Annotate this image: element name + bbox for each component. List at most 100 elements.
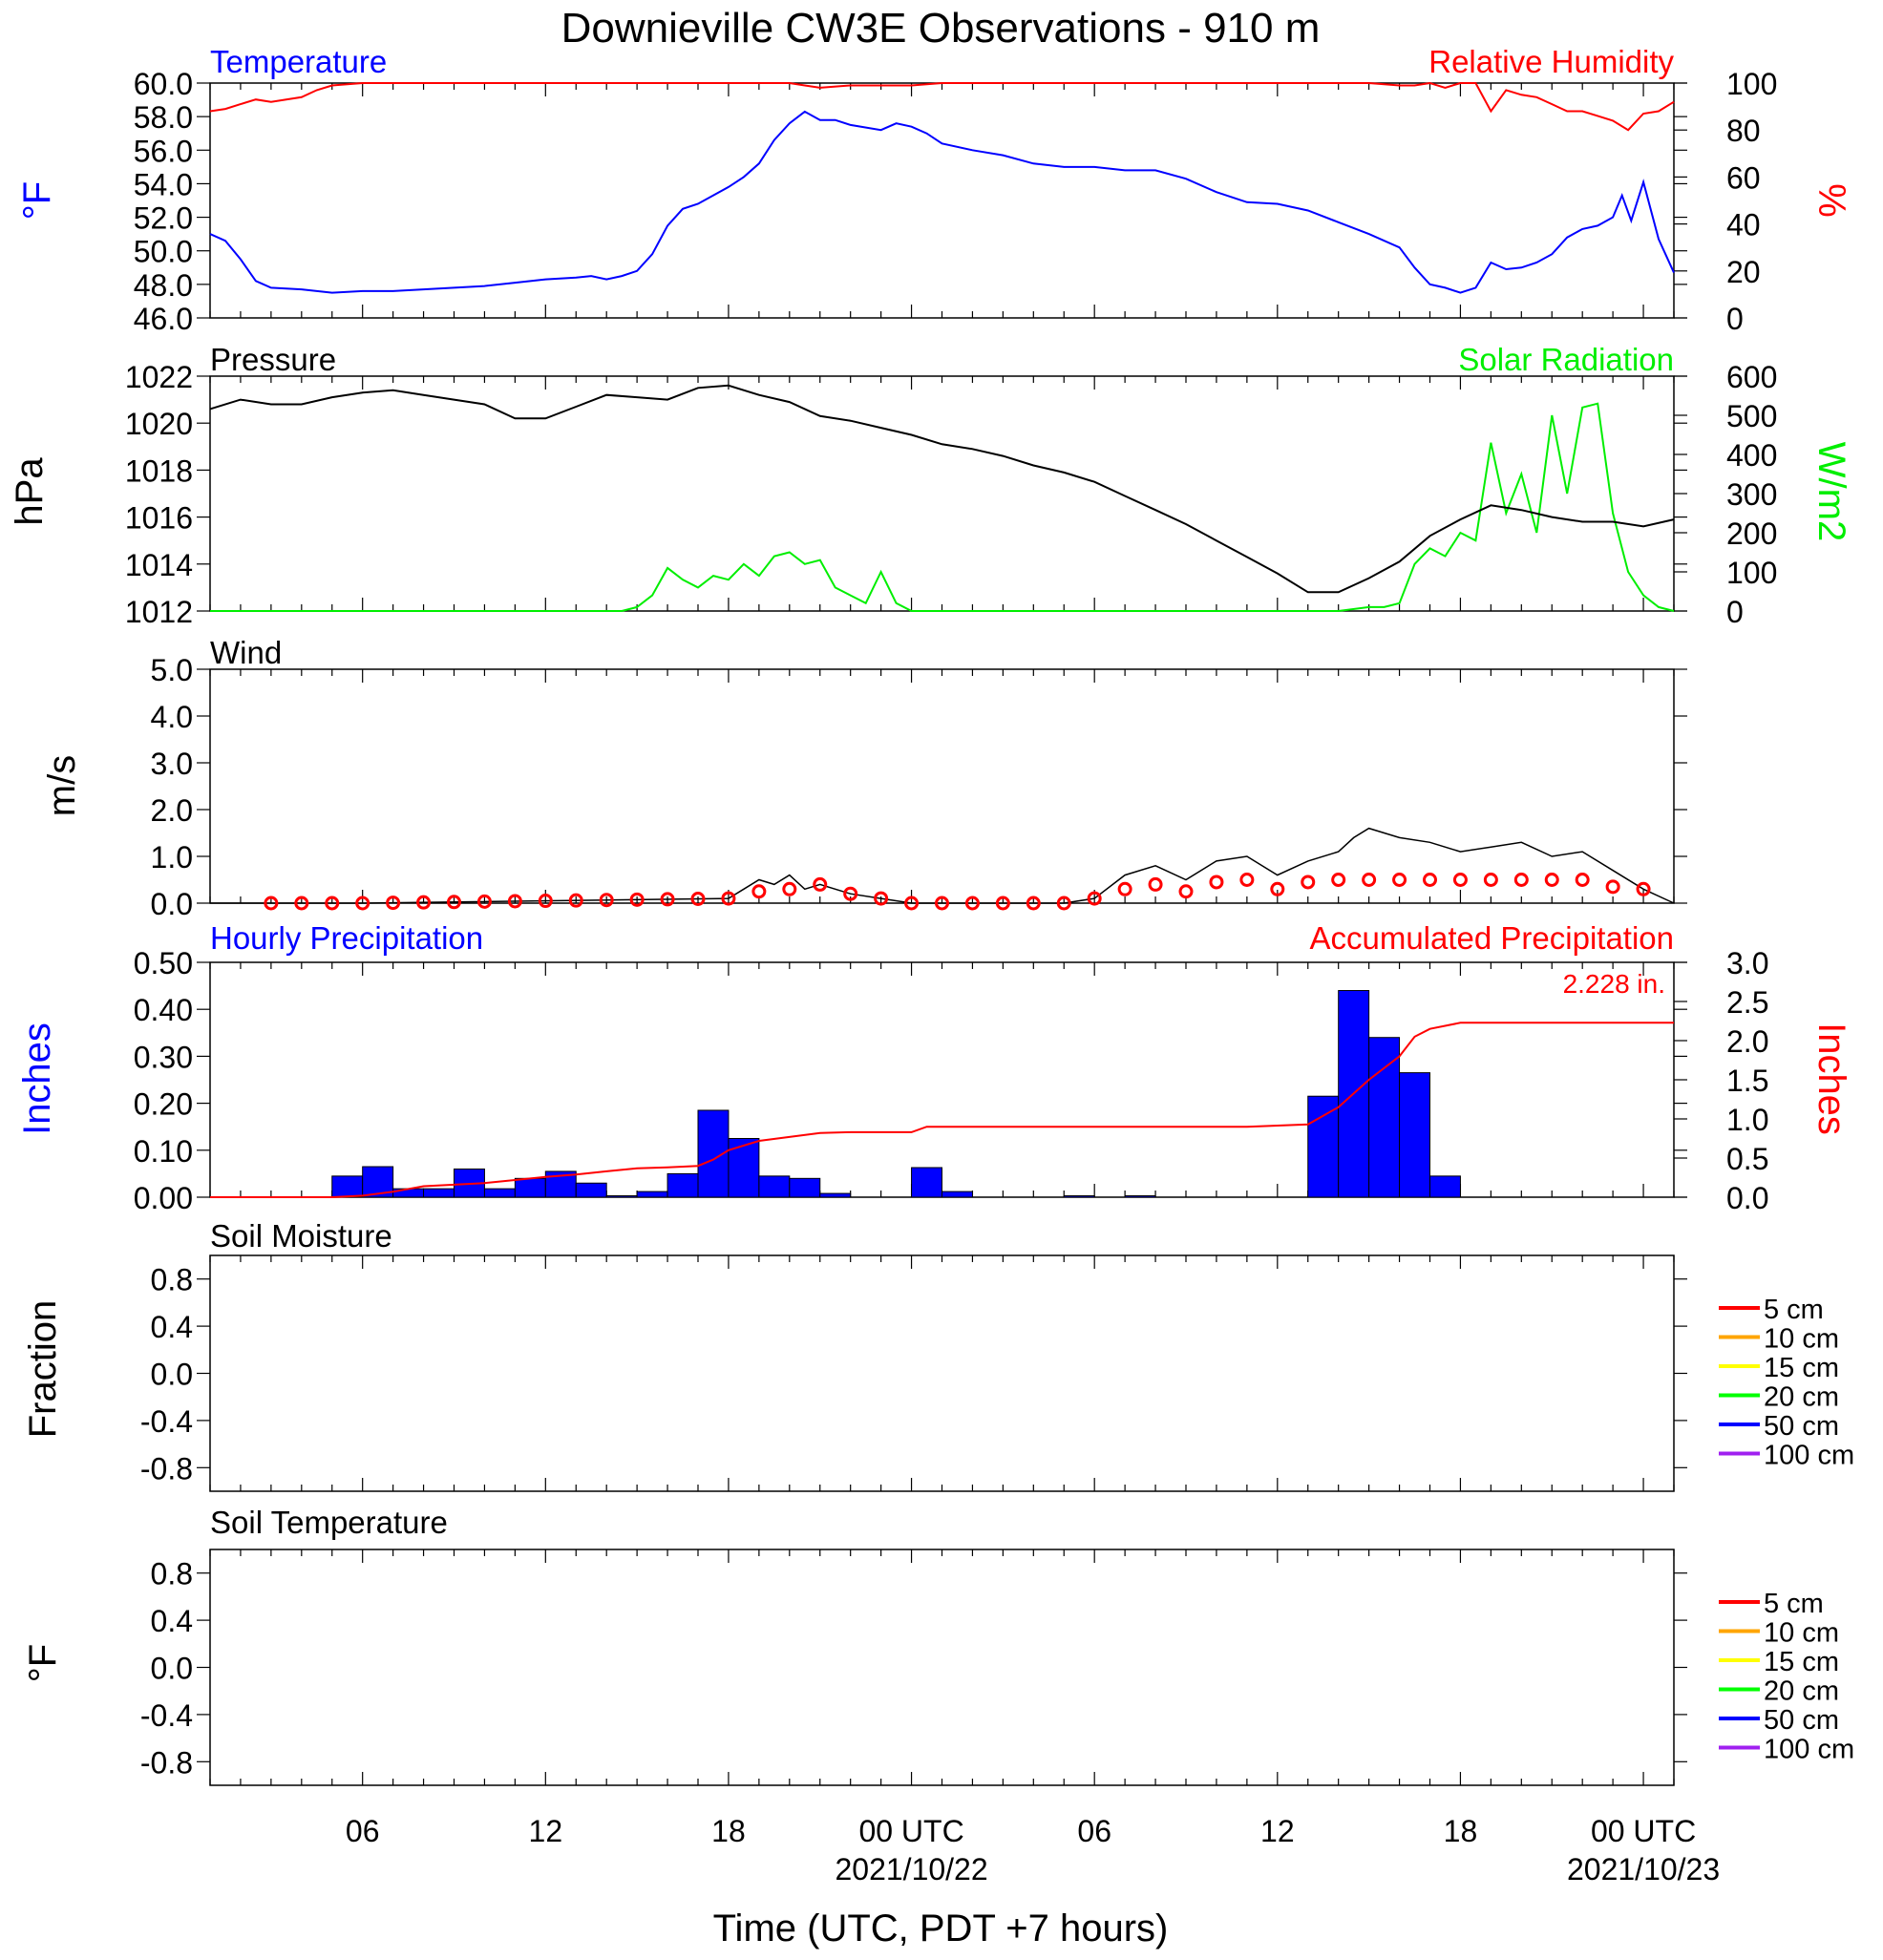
y-tick-label: 0.0: [151, 1652, 193, 1686]
y-tick-label-right: 60: [1726, 160, 1761, 195]
x-tick-label: 18: [711, 1814, 746, 1848]
precip-bar: [789, 1177, 821, 1198]
pressure-axis-label: hPa: [9, 457, 51, 526]
x-tick-label: 00 UTC: [1591, 1814, 1696, 1848]
y-tick-label: 1014: [125, 548, 193, 582]
y-tick-label-right: 200: [1726, 516, 1777, 551]
y-tick-label-right: 1.5: [1726, 1064, 1768, 1098]
soil-temperature-label: Soil Temperature: [210, 1505, 448, 1540]
wind-barb-marker: [355, 896, 370, 911]
hourly-precip-label: Hourly Precipitation: [210, 920, 483, 956]
precip-bar: [1124, 1195, 1156, 1198]
soil-legend-label: 100 cm: [1764, 1735, 1854, 1765]
wind-barb-marker: [813, 876, 828, 892]
y-tick-label: 1022: [125, 360, 193, 394]
soil-legend-label: 10 cm: [1764, 1324, 1839, 1355]
precip-bar: [1307, 1095, 1340, 1198]
wind-barb-marker: [264, 896, 279, 911]
wind-barb-marker: [1148, 876, 1163, 892]
y-tick-label: 1.0: [151, 840, 193, 875]
wind-barb-marker: [660, 892, 675, 907]
y-tick-label-right: 2.0: [1726, 1024, 1768, 1059]
soil-legend-label: 15 cm: [1764, 1353, 1839, 1383]
y-tick-label: 1018: [125, 453, 193, 488]
precip-bar: [636, 1191, 668, 1198]
x-tick-label: 12: [1260, 1814, 1295, 1848]
soil-legend-label: 20 cm: [1764, 1676, 1839, 1707]
wind-barb-marker: [874, 891, 889, 906]
y-tick-label: 1016: [125, 501, 193, 536]
y-tick-label: 0.4: [151, 1604, 193, 1638]
accum-precip-label: Accumulated Precipitation: [1309, 920, 1674, 956]
y-tick-label: 46.0: [134, 302, 193, 336]
y-tick-label: -0.8: [140, 1451, 193, 1486]
precip-bar: [1063, 1195, 1095, 1198]
y-tick-label-right: 2.5: [1726, 985, 1768, 1020]
humidity-label: Relative Humidity: [1428, 44, 1674, 79]
humidity-line: [209, 81, 1675, 132]
wind-label: Wind: [210, 635, 282, 670]
wind-barb-marker: [325, 896, 340, 911]
pressure-line: [209, 384, 1675, 594]
y-tick-label-right: 0: [1726, 595, 1744, 629]
temperature-axis-label: °F: [16, 181, 58, 220]
wind-barb-marker: [629, 892, 645, 907]
y-tick-label: 0.30: [134, 1040, 193, 1074]
wind-barb-marker: [782, 881, 797, 896]
wind-barb-marker: [1239, 873, 1255, 887]
wind-line: [210, 827, 1675, 904]
y-tick-label: 2.0: [151, 793, 193, 828]
precip-bar: [423, 1188, 455, 1198]
soil-moisture-axis-label: Fraction: [22, 1300, 64, 1439]
wind-barb-marker: [1270, 881, 1285, 896]
y-tick-label: 0.0: [151, 887, 193, 921]
wind-barb-marker: [386, 896, 401, 911]
y-tick-label: -0.8: [140, 1745, 193, 1780]
wind-barb-marker: [1026, 896, 1041, 911]
y-tick-label-right: 100: [1726, 556, 1777, 590]
wind-barb-marker: [476, 894, 492, 909]
y-tick-label: 0.0: [151, 1358, 193, 1392]
wind-barb-marker: [1056, 896, 1071, 911]
wind-barb-marker: [1423, 873, 1437, 887]
y-tick-label: 4.0: [151, 700, 193, 734]
x-tick-label: 00 UTC: [858, 1814, 963, 1848]
soil-legend-label: 5 cm: [1764, 1589, 1824, 1619]
wind-barb-marker: [599, 893, 614, 908]
chart-title: Downieville CW3E Observations - 910 m: [561, 5, 1321, 52]
y-tick-label: 60.0: [134, 67, 193, 101]
soil-legend-label: 50 cm: [1764, 1705, 1839, 1736]
humidity-axis-label: %: [1810, 183, 1852, 218]
y-tick-label-right: 300: [1726, 477, 1777, 512]
y-tick-label: 48.0: [134, 268, 193, 303]
wind-barb-marker: [538, 894, 553, 909]
wind-barb-marker: [1544, 873, 1559, 887]
y-tick-label-right: 3.0: [1726, 946, 1768, 980]
wind-barb-marker: [721, 891, 736, 906]
panel-frame-1: [209, 375, 1675, 612]
y-tick-label: 52.0: [134, 201, 193, 236]
accum-precip-axis-label: Inches: [1810, 1022, 1852, 1135]
y-tick-label-right: 400: [1726, 438, 1777, 473]
wind-barb-marker: [1636, 881, 1651, 896]
y-tick-label-right: 20: [1726, 255, 1761, 289]
solar-label: Solar Radiation: [1458, 342, 1674, 377]
y-tick-label-right: 0.0: [1726, 1181, 1768, 1215]
precip-bar: [666, 1172, 699, 1198]
wind-barb-marker: [294, 896, 309, 911]
y-tick-label: 3.0: [151, 747, 193, 781]
soil-legend-label: 100 cm: [1764, 1441, 1854, 1471]
precip-bar: [758, 1175, 791, 1198]
panel-frame-3: [209, 961, 1675, 1198]
panel-frame-4: [209, 1254, 1675, 1492]
soil-legend-label: 50 cm: [1764, 1411, 1839, 1442]
wind-barb-marker: [1575, 873, 1590, 887]
wind-barb-marker: [843, 886, 858, 901]
panel-frame-2: [209, 668, 1675, 904]
soil-legend-label: 10 cm: [1764, 1618, 1839, 1649]
y-tick-label: 1012: [125, 595, 193, 629]
y-tick-label: 56.0: [134, 134, 193, 168]
y-tick-label: 0.8: [151, 1557, 193, 1591]
temperature-line: [209, 110, 1675, 294]
soil-legend-label: 20 cm: [1764, 1382, 1839, 1413]
